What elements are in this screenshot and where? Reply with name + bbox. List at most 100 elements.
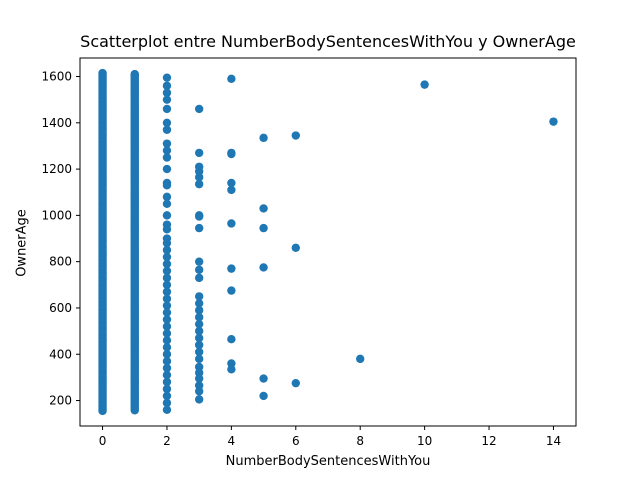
y-tick-label: 600 (49, 301, 72, 315)
data-point (291, 243, 300, 252)
data-point (162, 398, 172, 408)
data-point (194, 326, 204, 336)
x-tick-label: 14 (546, 434, 561, 448)
data-point (162, 287, 172, 296)
data-point (194, 172, 204, 182)
y-tick-label: 800 (49, 255, 72, 269)
data-point (162, 153, 172, 162)
data-point (227, 264, 236, 273)
x-tick-label: 10 (417, 434, 432, 448)
data-point (162, 329, 172, 338)
data-point (162, 259, 172, 269)
data-point (194, 374, 204, 383)
data-point (194, 354, 204, 364)
data-point (162, 181, 172, 190)
data-point (259, 133, 268, 143)
y-tick-label: 1200 (41, 162, 72, 176)
data-point (194, 167, 204, 176)
chart-title: Scatterplot entre NumberBodySentencesWit… (80, 32, 576, 51)
data-point (194, 340, 204, 350)
data-point (194, 313, 204, 322)
x-tick-label: 2 (163, 434, 171, 448)
data-point (259, 391, 268, 401)
data-point (194, 387, 204, 396)
data-point (162, 336, 172, 345)
data-point (162, 363, 172, 373)
data-point (194, 319, 204, 329)
data-point (162, 88, 172, 97)
data-point (98, 68, 107, 78)
data-point (227, 185, 236, 195)
data-point (420, 80, 429, 89)
data-point (194, 223, 204, 233)
data-point (162, 384, 172, 394)
data-point (227, 359, 236, 368)
data-point (162, 315, 172, 324)
data-point (291, 378, 300, 388)
data-point (162, 294, 172, 303)
x-tick-label: 4 (228, 434, 236, 448)
data-point (162, 280, 172, 290)
data-point (162, 118, 172, 128)
data-point (162, 125, 172, 134)
data-point (162, 377, 172, 387)
data-point (162, 266, 172, 276)
y-axis: 200 400 600 800 1000 1200 1400 1600 (41, 70, 80, 408)
data-point (162, 81, 172, 90)
data-point (259, 204, 268, 213)
data-point (227, 335, 236, 344)
data-point (162, 301, 172, 310)
x-axis: 0 2 4 6 8 10 12 14 (99, 426, 561, 448)
data-point (194, 395, 204, 404)
data-point (194, 347, 204, 357)
data-point (162, 211, 172, 220)
data-point (162, 273, 172, 283)
data-point (162, 192, 172, 202)
data-point (194, 362, 204, 372)
data-point (259, 374, 268, 383)
data-point (162, 95, 172, 104)
y-tick-label: 1600 (41, 70, 72, 84)
data-point (162, 104, 172, 114)
x-tick-label: 0 (99, 434, 107, 448)
points-layer (98, 68, 558, 416)
data-point (162, 164, 172, 174)
data-point (162, 370, 172, 380)
y-tick-label: 1400 (41, 116, 72, 130)
data-point (162, 225, 172, 234)
data-point (356, 354, 365, 364)
data-point (227, 365, 236, 374)
y-tick-label: 400 (49, 347, 72, 361)
data-point (194, 265, 204, 274)
data-point (162, 391, 172, 401)
data-point (291, 131, 300, 140)
data-point (194, 148, 204, 158)
data-point (227, 178, 236, 188)
data-point (194, 179, 204, 189)
data-point (162, 356, 172, 366)
data-point (162, 73, 172, 82)
data-point (194, 333, 204, 343)
data-point (194, 212, 204, 221)
data-point (162, 405, 172, 414)
x-tick-label: 12 (481, 434, 496, 448)
data-point (259, 223, 268, 233)
data-point (194, 306, 204, 315)
data-point (162, 350, 172, 359)
data-point (194, 257, 204, 266)
data-point (549, 117, 558, 126)
data-point (162, 139, 172, 148)
data-point (194, 273, 204, 283)
data-point (194, 104, 204, 114)
data-point (194, 292, 204, 301)
data-point (227, 219, 236, 228)
data-point (227, 74, 236, 84)
data-point (194, 381, 204, 390)
y-tick-label: 1000 (41, 208, 72, 222)
data-point (194, 299, 204, 308)
data-point (162, 322, 172, 331)
data-point (162, 343, 172, 352)
x-axis-label: NumberBodySentencesWithYou (225, 454, 431, 469)
x-tick-label: 8 (356, 434, 364, 448)
